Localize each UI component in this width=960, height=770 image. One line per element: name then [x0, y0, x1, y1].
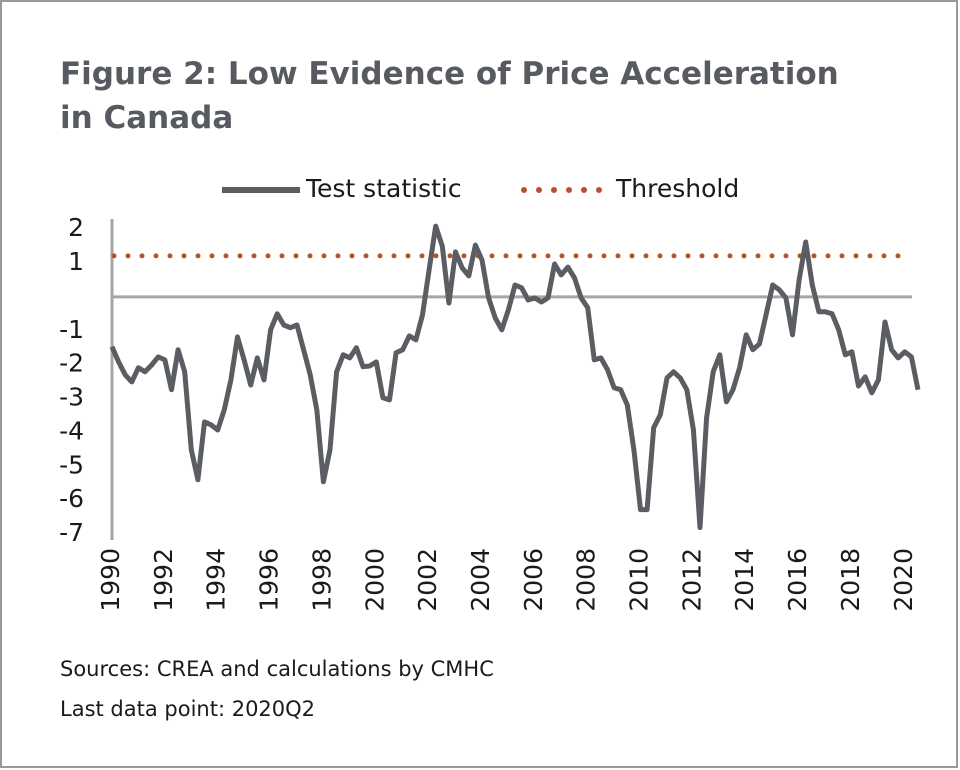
- source-note: Sources: CREA and calculations by CMHC: [60, 657, 494, 681]
- x-tick-label: 1992: [149, 548, 178, 612]
- x-tick-label: 2000: [360, 548, 389, 612]
- x-tick-label: 2016: [783, 548, 812, 612]
- y-tick-label: -6: [59, 484, 84, 513]
- y-tick-label: 1: [68, 247, 84, 276]
- data-line: [109, 223, 921, 531]
- x-tick-label: 1996: [255, 548, 284, 612]
- y-tick-label: -7: [59, 518, 84, 547]
- legend-label: Threshold: [615, 174, 739, 203]
- x-tick-label: 2018: [836, 548, 865, 612]
- x-tick-label: 2004: [466, 548, 495, 612]
- x-tick-label: 1994: [202, 548, 231, 612]
- x-tick-label: 2008: [572, 548, 601, 612]
- y-tick-label: -1: [59, 315, 84, 344]
- y-tick-label: -5: [59, 450, 84, 479]
- x-tick-label: 2014: [730, 548, 759, 612]
- x-tick-label: 2006: [519, 548, 548, 612]
- x-tick-label: 1998: [307, 548, 336, 612]
- x-tick-label: 1990: [96, 548, 125, 612]
- chart-title: Figure 2: Low Evidence of Price Accelera…: [60, 56, 839, 92]
- x-tick-label: 2002: [413, 548, 442, 612]
- x-tick-label: 2012: [677, 548, 706, 612]
- y-tick-label: 2: [68, 213, 84, 242]
- y-tick-label: -2: [59, 349, 84, 378]
- source-note: Last data point: 2020Q2: [60, 697, 315, 721]
- x-tick-label: 2020: [889, 548, 918, 612]
- legend-label: Test statistic: [305, 174, 462, 203]
- x-tick-label: 2010: [625, 548, 654, 612]
- y-tick-label: -3: [59, 383, 84, 412]
- chart-title: in Canada: [60, 100, 233, 136]
- y-tick-label: -4: [59, 416, 84, 445]
